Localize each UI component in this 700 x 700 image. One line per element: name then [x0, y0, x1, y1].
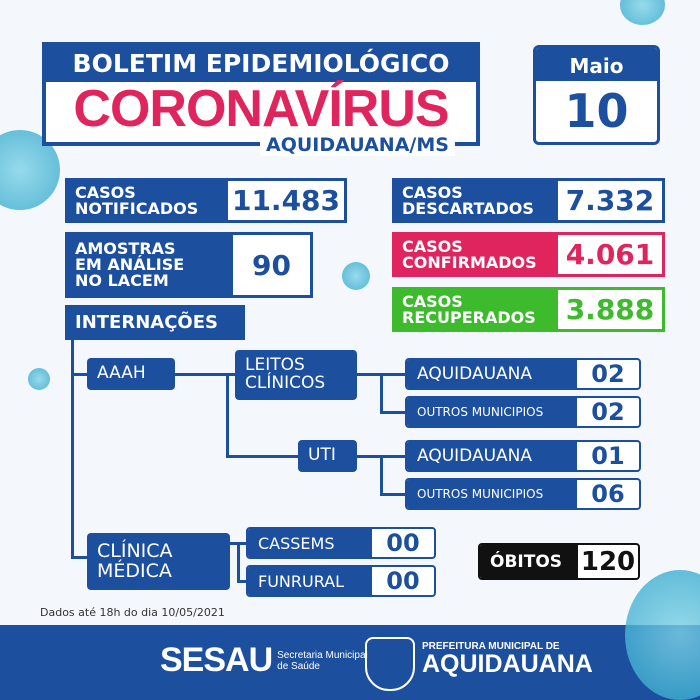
header-top: BOLETIM EPIDEMIOLÓGICO: [46, 46, 476, 82]
value: 4.061: [555, 232, 665, 277]
internacoes-title: INTERNAÇÕES: [65, 305, 245, 340]
header-title: CORONAVÍRUS: [73, 80, 449, 138]
tree-line: [175, 373, 235, 376]
virus-decoration: [342, 262, 370, 290]
tree-line: [71, 340, 74, 558]
label: CLÍNICOS: [245, 373, 326, 393]
value: 02: [591, 360, 625, 388]
value: 06: [591, 480, 625, 508]
label: OUTROS MUNICIPIOS: [407, 398, 577, 426]
tree-line: [237, 580, 247, 583]
label: Secretaria Municipal: [277, 649, 368, 661]
casos-recuperados: CASOS RECUPERADOS 3.888: [392, 287, 665, 332]
tree-line: [380, 411, 405, 414]
leitos-clinicos-node: LEITOS CLÍNICOS: [235, 350, 357, 400]
tree-line: [380, 493, 405, 496]
tree-line: [226, 373, 229, 457]
header-box: BOLETIM EPIDEMIOLÓGICO CORONAVÍRUS: [42, 42, 480, 146]
leitos-outros-municipios: OUTROS MUNICIPIOS 02: [405, 396, 641, 428]
tree-line: [380, 373, 383, 413]
tree-line: [71, 373, 87, 376]
label: PREFEITURA MUNICIPAL DE: [422, 641, 560, 652]
obitos: ÓBITOS 120: [478, 543, 640, 580]
cassems-row: CASSEMS 00: [246, 527, 436, 559]
uti-outros-municipios: OUTROS MUNICIPIOS 06: [405, 478, 641, 510]
clinica-medica-node: CLÍNICA MÉDICA: [87, 533, 230, 590]
header-subtitle: AQUIDAUANA/MS: [260, 134, 455, 156]
casos-descartados: CASOS DESCARTADOS 7.332: [392, 178, 665, 223]
label: CASOS: [402, 236, 463, 256]
amostras-em-analise: AMOSTRAS EM ANÁLISE NO LACEM 90: [65, 232, 313, 298]
tree-line: [380, 455, 383, 495]
label: AMOSTRAS: [75, 239, 176, 258]
prefeitura-logo: PREFEITURA MUNICIPAL DE AQUIDAUANA: [422, 641, 593, 677]
label: CASOS: [75, 182, 136, 202]
label: FUNRURAL: [248, 567, 372, 595]
label: ÓBITOS: [480, 545, 578, 578]
label: CLÍNICA: [97, 539, 173, 562]
casos-confirmados: CASOS CONFIRMADOS 4.061: [392, 232, 665, 277]
value: 7.332: [555, 178, 665, 223]
label: de Saúde: [277, 660, 320, 672]
sesau-text: SESAU: [160, 641, 273, 679]
tree-line: [71, 556, 87, 559]
funrural-row: FUNRURAL 00: [246, 565, 436, 597]
label: EM ANÁLISE: [75, 255, 185, 274]
footnote: Dados até 18h do dia 10/05/2021: [40, 606, 225, 619]
label: AQUIDAUANA: [407, 442, 577, 470]
value: 90: [230, 232, 313, 298]
label: DESCARTADOS: [402, 198, 534, 218]
calendar-month: Maio: [536, 48, 657, 81]
value: 3.888: [555, 287, 665, 332]
calendar-day: 10: [564, 84, 629, 138]
value: 120: [580, 546, 636, 577]
aaah-node: AAAH: [87, 358, 175, 390]
label: CASSEMS: [248, 529, 372, 557]
label: OUTROS MUNICIPIOS: [407, 480, 577, 508]
uti-node: UTI: [298, 440, 357, 472]
value: 11.483: [225, 178, 347, 223]
label: NO LACEM: [75, 271, 169, 290]
virus-decoration: [620, 0, 665, 25]
label: CASOS: [402, 291, 463, 311]
value: 00: [386, 529, 420, 557]
footer: SESAU Secretaria Municipal de Saúde PREFE…: [0, 625, 700, 700]
tree-line: [226, 455, 298, 458]
sesau-logo: SESAU Secretaria Municipal de Saúde: [160, 641, 368, 680]
tree-line: [237, 542, 240, 582]
leitos-aquidauana: AQUIDAUANA 02: [405, 358, 641, 390]
label: NOTIFICADOS: [75, 198, 199, 218]
label: AQUIDAUANA: [407, 360, 577, 388]
value: 02: [591, 398, 625, 426]
label: RECUPERADOS: [402, 307, 536, 327]
label: AQUIDAUANA: [422, 650, 593, 678]
value: 00: [386, 567, 420, 595]
label: MÉDICA: [97, 559, 172, 582]
uti-aquidauana: AQUIDAUANA 01: [405, 440, 641, 472]
value: 01: [591, 442, 625, 470]
label: CONFIRMADOS: [402, 252, 537, 272]
coat-of-arms-icon: [365, 637, 415, 691]
label: CASOS: [402, 182, 463, 202]
virus-decoration: [28, 368, 50, 390]
casos-notificados: CASOS NOTIFICADOS 11.483: [65, 178, 347, 223]
label: LEITOS: [245, 355, 305, 376]
calendar: Maio 10: [533, 45, 660, 145]
